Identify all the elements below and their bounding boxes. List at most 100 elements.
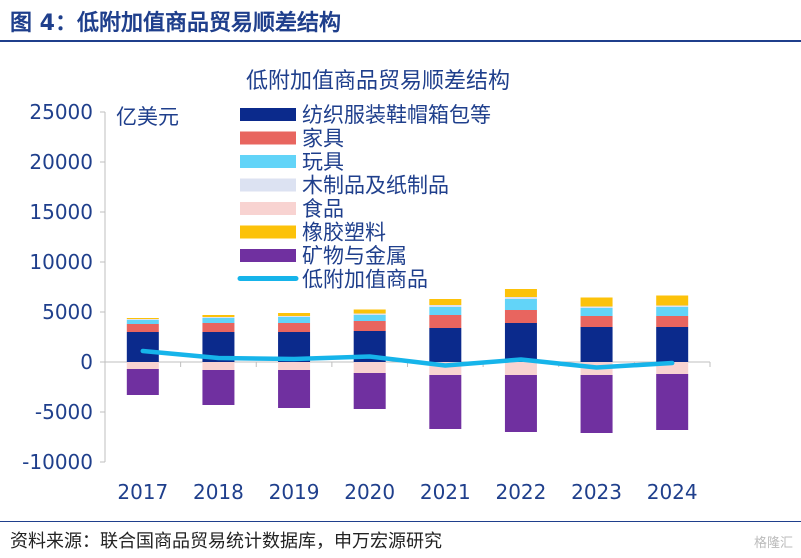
y-tick-label: 25000 (29, 100, 93, 124)
legend-swatch (240, 108, 296, 121)
legend-swatch (240, 131, 296, 145)
bar-segment (278, 316, 311, 317)
legend-label: 纺织服装鞋帽箱包等 (302, 103, 491, 127)
x-tick-label: 2023 (571, 480, 622, 504)
y-tick-label: 10000 (29, 250, 93, 274)
line-point (367, 354, 372, 359)
bar-segment (429, 307, 462, 315)
bar-segment (353, 321, 386, 331)
line-point (670, 361, 675, 365)
legend-swatch (240, 202, 296, 215)
bar-segment (504, 362, 537, 375)
bar-segment (504, 299, 537, 310)
header-divider (0, 40, 801, 42)
bar-segment (278, 317, 311, 323)
line-group (140, 348, 675, 370)
bar-segment (504, 375, 537, 432)
bar-segment (580, 375, 613, 433)
legend-swatch (240, 178, 296, 192)
bar-segment (353, 315, 386, 321)
bar-segment (580, 306, 613, 308)
y-tick-label: 0 (80, 350, 93, 374)
bar-segment (656, 295, 689, 306)
bar-segment (429, 375, 462, 429)
x-tick-label: 2021 (420, 480, 471, 504)
x-tick-label: 2020 (344, 480, 395, 504)
bar-segment (504, 310, 537, 323)
bar-segment (202, 318, 235, 323)
y-tick-label: 5000 (42, 300, 93, 324)
bar-segment (429, 299, 462, 305)
bar-segment (278, 323, 311, 332)
x-tick-label: 2022 (495, 480, 546, 504)
legend-swatch (240, 155, 296, 168)
x-tick-label: 2019 (269, 480, 320, 504)
bar-segment (580, 297, 613, 307)
bar-segment (126, 369, 159, 395)
y-axis-unit-label: 亿美元 (116, 105, 179, 129)
bar-segment (202, 362, 235, 370)
line-point (292, 357, 297, 361)
legend-label: 橡胶塑料 (302, 221, 386, 245)
legend-label: 食品 (302, 197, 344, 221)
bar-segment (126, 362, 159, 369)
bar-segment (580, 327, 613, 362)
x-tick-label: 2024 (647, 480, 698, 504)
chart: 低附加值商品贸易顺差结构 亿美元 25000 20000 15000 10000 500… (22, 69, 711, 504)
bar-segment (126, 332, 159, 362)
bar-segment (126, 320, 159, 324)
figure-title: 图 4：低附加值商品贸易顺差结构 (10, 11, 341, 36)
y-tick-label: -10000 (22, 450, 93, 474)
x-tick-label: 2018 (193, 480, 244, 504)
bar-segment (656, 307, 689, 316)
bar-segment (353, 313, 386, 315)
bar-segment (353, 309, 386, 314)
y-tick-label: -5000 (35, 400, 93, 424)
bar-segment (278, 362, 311, 370)
bar-segment (656, 374, 689, 430)
y-tick-label: 15000 (29, 200, 93, 224)
legend-swatch (240, 225, 296, 239)
bar-segment (504, 323, 537, 362)
bar-segment (202, 317, 235, 318)
bar-segment (656, 305, 689, 307)
legend-label: 木制品及纸制品 (302, 174, 449, 198)
x-tick-labels: 2017 2018 2019 2020 2021 2022 2023 2024 (117, 480, 697, 504)
series-line (140, 348, 675, 370)
bar-segment (504, 289, 537, 297)
line-point (518, 357, 523, 362)
legend-label: 玩具 (302, 150, 344, 174)
source-note: 资料来源：联合国商品贸易统计数据库，申万宏源研究 (10, 531, 442, 552)
axis-group: 25000 20000 15000 10000 5000 0 -5000 -10000 (22, 100, 711, 474)
bar-segment (278, 370, 311, 408)
y-tick-label: 20000 (29, 150, 93, 174)
line-point (594, 365, 599, 370)
bar-segment (353, 362, 386, 373)
legend-label: 家具 (302, 127, 344, 151)
footer-divider (0, 521, 801, 522)
bar-segment (580, 308, 613, 316)
watermark-text: 格隆汇 (753, 536, 793, 551)
bar-segment (278, 313, 311, 316)
bar-segment (126, 324, 159, 332)
legend-label: 矿物与金属 (302, 244, 407, 268)
bar-segment (429, 328, 462, 362)
bar-segment (429, 305, 462, 307)
bar-segment (202, 323, 235, 332)
line-point (216, 356, 221, 360)
legend-label: 低附加值商品 (302, 268, 428, 292)
legend-swatch (240, 249, 296, 262)
line-point (140, 349, 145, 353)
bar-segment (202, 370, 235, 405)
bar-segment (504, 297, 537, 299)
bar-segment (202, 315, 235, 317)
bar-segment (656, 327, 689, 362)
bar-segment (353, 373, 386, 409)
bar-segment (580, 316, 613, 327)
bar-segment (126, 319, 159, 320)
figure-header: 图 4：低附加值商品贸易顺差结构 (0, 0, 801, 42)
line-point (443, 363, 448, 368)
x-tick-label: 2017 (117, 480, 168, 504)
chart-title: 低附加值商品贸易顺差结构 (246, 69, 510, 94)
